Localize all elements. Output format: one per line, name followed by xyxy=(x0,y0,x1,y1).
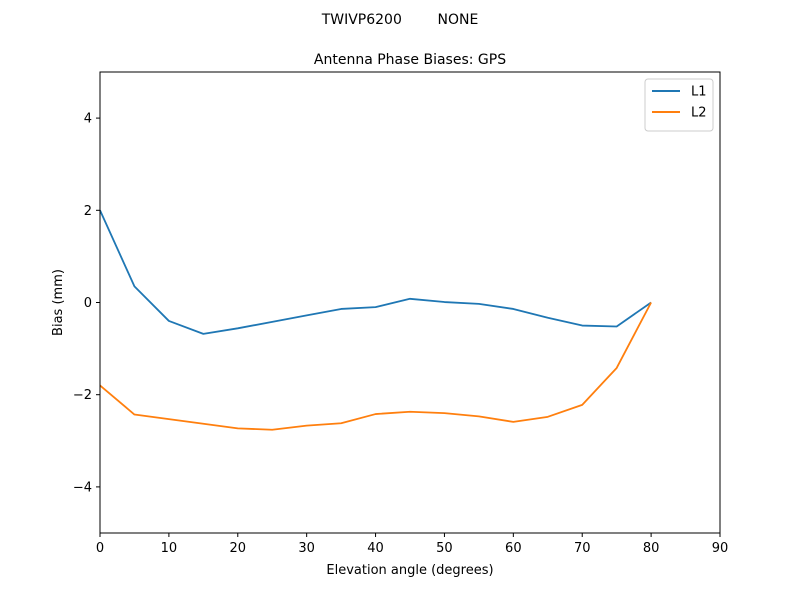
x-axis: 0 10 20 30 40 50 60 70 80 90 xyxy=(96,533,728,556)
x-tick-label: 40 xyxy=(367,541,384,556)
y-tick-label: −2 xyxy=(73,388,92,403)
y-tick-label: 4 xyxy=(84,112,92,127)
chart-title: Antenna Phase Biases: GPS xyxy=(314,52,506,68)
x-tick-label: 50 xyxy=(436,541,453,556)
series-line-l2 xyxy=(99,302,652,431)
x-tick-label: 20 xyxy=(230,541,247,556)
y-tick-label: 2 xyxy=(84,204,92,219)
x-tick-label: 10 xyxy=(161,541,178,556)
x-tick-label: 80 xyxy=(643,541,660,556)
legend-label-l1: L1 xyxy=(691,85,707,100)
series-line-l1 xyxy=(99,209,652,335)
figure-suptitle: TWIVP6200 NONE xyxy=(321,12,479,28)
x-tick-label: 30 xyxy=(298,541,315,556)
x-tick-label: 70 xyxy=(574,541,591,556)
x-axis-label: Elevation angle (degrees) xyxy=(326,563,493,578)
y-axis-label: Bias (mm) xyxy=(51,269,66,336)
x-tick-label: 90 xyxy=(712,541,729,556)
x-tick-label: 60 xyxy=(505,541,522,556)
y-tick-label: −4 xyxy=(73,480,92,495)
x-tick-label: 0 xyxy=(96,541,104,556)
legend-label-l2: L2 xyxy=(691,106,707,121)
y-tick-label: 0 xyxy=(84,296,92,311)
series-layer xyxy=(99,209,652,431)
y-axis: −4 −2 0 2 4 xyxy=(73,112,100,495)
